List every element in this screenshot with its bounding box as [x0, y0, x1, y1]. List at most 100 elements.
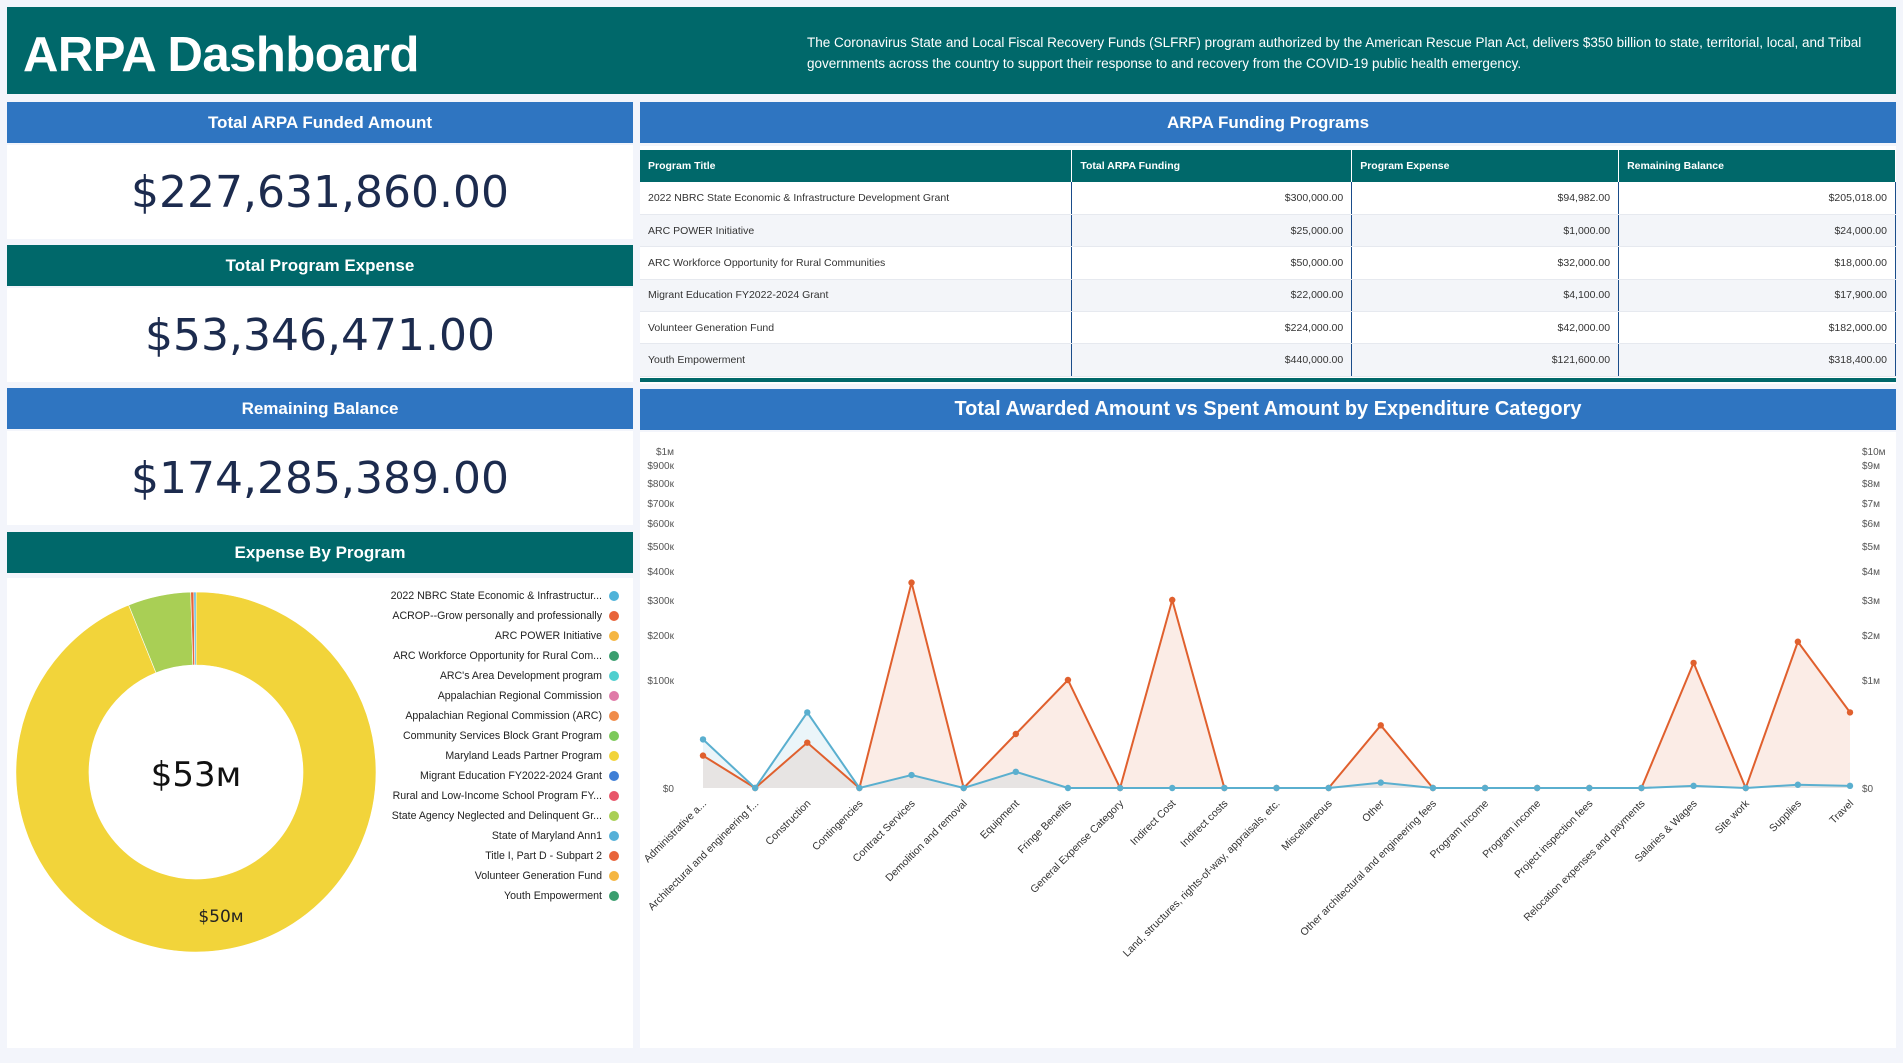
series-point[interactable] — [1846, 709, 1854, 716]
legend-item[interactable]: Appalachian Regional Commission — [307, 686, 627, 706]
series-point[interactable] — [1742, 784, 1749, 792]
series-point[interactable] — [1273, 784, 1280, 792]
legend-item[interactable]: State Agency Neglected and Delinquent Gr… — [307, 806, 627, 826]
table-row[interactable]: Migrant Education FY2022-2024 Grant $22,0… — [640, 279, 1896, 313]
cell-total-funding: $440,000.00 — [1071, 343, 1353, 377]
legend-item[interactable]: ARC's Area Development program — [307, 666, 627, 686]
legend-item[interactable]: Community Services Block Grant Program — [307, 726, 627, 746]
legend-swatch — [609, 791, 619, 801]
legend-label: ARC Workforce Opportunity for Rural Com.… — [393, 650, 602, 662]
series-point[interactable] — [908, 579, 915, 586]
series-point[interactable] — [1429, 784, 1437, 792]
x-axis-tick: General Expense Category — [1028, 797, 1127, 896]
series-point[interactable] — [1586, 784, 1593, 792]
series-point[interactable] — [1377, 779, 1384, 786]
series-point[interactable] — [804, 709, 811, 716]
legend-item[interactable]: Volunteer Generation Fund — [307, 866, 627, 886]
series-point[interactable] — [1638, 784, 1645, 792]
program-expense-header: Total Program Expense — [7, 245, 633, 286]
series-point[interactable] — [960, 784, 967, 792]
series-point[interactable] — [1846, 782, 1854, 790]
series-point[interactable] — [1064, 676, 1072, 684]
series-point[interactable] — [699, 736, 707, 743]
awarded-vs-spent-chart[interactable]: $1м $900к $800к $700к $600к $500к $400к $300к $2… — [640, 432, 1896, 1048]
series-area — [703, 712, 1850, 788]
left-axis-tick: $0 — [663, 784, 675, 795]
series-point[interactable] — [1169, 784, 1176, 792]
series-point[interactable] — [908, 771, 915, 779]
legend-item[interactable]: ACROP--Grow personally and professionall… — [307, 606, 627, 626]
legend-label: Title I, Part D - Subpart 2 — [485, 850, 602, 862]
series-point[interactable] — [1325, 784, 1332, 792]
series-point[interactable] — [856, 784, 863, 792]
series-point[interactable] — [1533, 784, 1541, 792]
expense-donut-chart[interactable]: $53м $50м — [7, 578, 377, 1048]
funded-amount-header: Total ARPA Funded Amount — [7, 102, 633, 143]
remaining-balance-header: Remaining Balance — [7, 388, 633, 429]
series-point[interactable] — [1064, 784, 1072, 792]
table-row[interactable]: Volunteer Generation Fund $224,000.00 $42,… — [640, 311, 1896, 345]
series-point[interactable] — [1690, 782, 1697, 790]
left-axis-tick: $300к — [647, 596, 674, 607]
table-row[interactable]: ARC Workforce Opportunity for Rural Comm… — [640, 246, 1896, 280]
funding-programs-header: ARPA Funding Programs — [640, 102, 1896, 143]
series-point[interactable] — [1481, 784, 1489, 792]
legend-label: Maryland Leads Partner Program — [445, 750, 602, 762]
legend-item[interactable]: Migrant Education FY2022-2024 Grant — [307, 766, 627, 786]
table-row[interactable]: ARC POWER Initiative $25,000.00 $1,000.00 $… — [640, 214, 1896, 248]
left-axis-tick: $500к — [647, 542, 674, 553]
cell-total-funding: $22,000.00 — [1071, 279, 1353, 313]
x-axis-tick: Architectural and engineering f... — [646, 798, 761, 913]
series-point[interactable] — [699, 752, 707, 759]
cell-program-title: ARC Workforce Opportunity for Rural Comm… — [640, 246, 1073, 280]
legend-item[interactable]: Maryland Leads Partner Program — [307, 746, 627, 766]
legend-item[interactable]: Appalachian Regional Commission (ARC) — [307, 706, 627, 726]
series-point[interactable] — [1012, 768, 1020, 775]
legend-item[interactable]: ARC Workforce Opportunity for Rural Com.… — [307, 646, 627, 666]
expense-by-program-card: $53м $50м 2022 NBRC State Economic & Infr… — [7, 578, 633, 1048]
legend-item[interactable]: State of Maryland Ann1 — [307, 826, 627, 846]
cell-total-funding: $50,000.00 — [1071, 246, 1353, 280]
legend-swatch — [609, 811, 619, 821]
legend-label: 2022 NBRC State Economic & Infrastructur… — [390, 590, 602, 602]
table-header-row: Program Title Total ARPA Funding Program… — [640, 150, 1896, 182]
program-expense-value[interactable]: $53,346,471.00 — [7, 288, 633, 382]
table-row[interactable]: 2022 NBRC State Economic & Infrastructur… — [640, 182, 1896, 215]
legend-item[interactable]: 2022 NBRC State Economic & Infrastructur… — [307, 586, 627, 606]
col-remaining-balance[interactable]: Remaining Balance — [1618, 150, 1896, 182]
x-axis-tick: Supplies — [1767, 798, 1804, 835]
series-point[interactable] — [1169, 596, 1176, 604]
x-axis-tick: Fringe Benefits — [1016, 798, 1074, 856]
series-point[interactable] — [1221, 784, 1228, 792]
legend-item[interactable]: Rural and Low-Income School Program FY..… — [307, 786, 627, 806]
legend-label: Youth Empowerment — [504, 890, 602, 902]
donut-slice[interactable] — [193, 591, 197, 666]
legend-item[interactable]: ARC POWER Initiative — [307, 626, 627, 646]
header-banner: ARPA Dashboard The Coronavirus State and… — [7, 7, 1896, 94]
table-row[interactable]: Youth Empowerment $440,000.00 $121,600.00 $… — [640, 343, 1896, 377]
remaining-balance-value[interactable]: $174,285,389.00 — [7, 431, 633, 525]
legend-item[interactable]: Title I, Part D - Subpart 2 — [307, 846, 627, 866]
col-program-title[interactable]: Program Title — [640, 150, 1073, 182]
cell-total-funding: $25,000.00 — [1071, 214, 1353, 248]
series-point[interactable] — [1690, 659, 1697, 667]
x-axis-tick: Travel — [1827, 798, 1856, 827]
series-point[interactable] — [1116, 784, 1124, 792]
x-axis-tick: Site work — [1713, 797, 1753, 837]
legend-swatch — [609, 691, 619, 701]
series-point[interactable] — [1012, 730, 1020, 738]
col-program-expense[interactable]: Program Expense — [1351, 150, 1620, 182]
legend-label: ACROP--Grow personally and professionall… — [392, 610, 602, 622]
series-point[interactable] — [1794, 781, 1802, 788]
legend-swatch — [609, 751, 619, 761]
series-point[interactable] — [1377, 722, 1384, 729]
cell-remaining-balance: $24,000.00 — [1618, 214, 1896, 248]
funded-amount-value[interactable]: $227,631,860.00 — [7, 145, 633, 239]
donut-slice[interactable] — [15, 591, 377, 953]
col-total-funding[interactable]: Total ARPA Funding — [1071, 150, 1353, 182]
series-point[interactable] — [1794, 638, 1802, 645]
series-point[interactable] — [751, 784, 759, 792]
series-point[interactable] — [804, 739, 811, 746]
legend-item[interactable]: Youth Empowerment — [307, 886, 627, 906]
cell-program-title: Volunteer Generation Fund — [640, 311, 1073, 345]
